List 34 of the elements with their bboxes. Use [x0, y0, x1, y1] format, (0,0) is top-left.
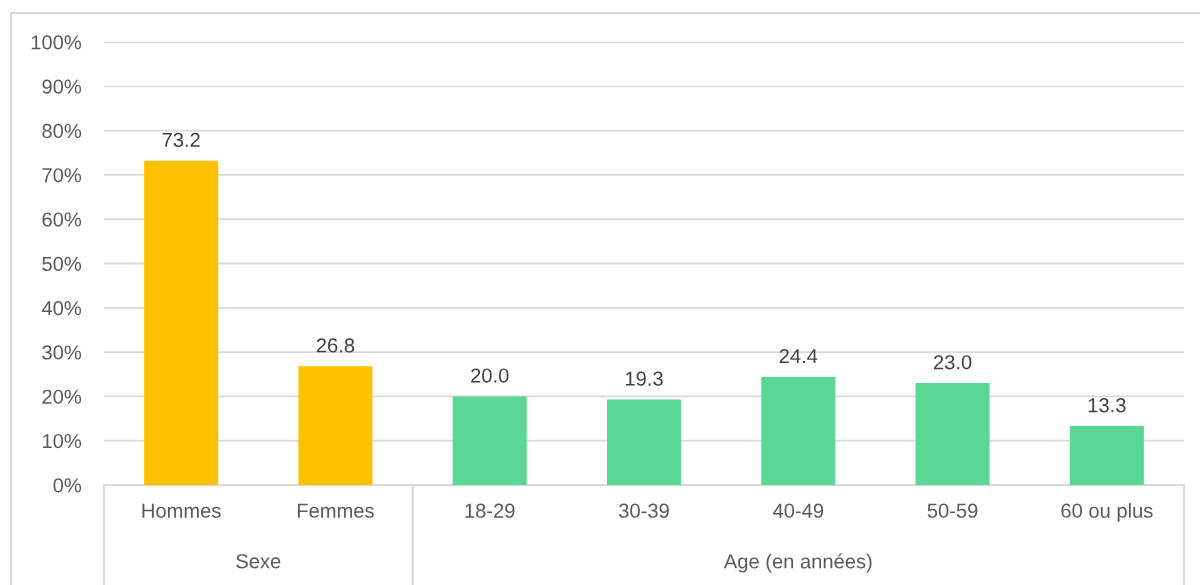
bar — [606, 399, 682, 485]
bar — [452, 396, 527, 485]
x-tick-label: 30-39 — [619, 503, 669, 518]
text: Age (en années) — [723, 553, 872, 573]
y-tick-label: 50% — [42, 256, 82, 271]
data-label: 23.0 — [933, 355, 972, 370]
data-label: 24.4 — [779, 348, 818, 364]
y-tick-label: 10% — [43, 433, 82, 449]
y-tick-label: 20% — [42, 389, 82, 404]
y-tick-label: 40% — [41, 301, 82, 316]
data-label: 13.3 — [1088, 398, 1126, 413]
y-tick-label: 70% — [42, 168, 82, 183]
data-label: 19.3 — [625, 371, 663, 386]
text: Sexe — [236, 554, 281, 569]
y-tick-label: 60% — [42, 212, 82, 227]
data-label: 26.8 — [316, 338, 355, 353]
data-label: 73.2 — [162, 132, 200, 148]
bar — [915, 383, 990, 485]
x-tick-label: Hommes — [142, 503, 221, 518]
y-tick-label: 0% — [53, 478, 82, 493]
data-label: 20.0 — [471, 368, 509, 383]
bar — [1069, 426, 1144, 485]
y-tick-label: 30% — [42, 345, 82, 360]
bar — [298, 366, 373, 485]
x-tick-label: 40-49 — [773, 503, 824, 518]
bar — [144, 160, 219, 485]
x-tick-label: 50-59 — [927, 503, 978, 518]
x-tick-label: 60 ou plus — [1061, 503, 1153, 522]
y-tick-label: 90% — [42, 79, 82, 94]
bar — [761, 376, 836, 485]
x-tick-label: 18-29 — [465, 503, 515, 518]
y-tick-label: 100% — [31, 35, 82, 50]
y-tick-label: 80% — [42, 123, 82, 139]
x-tick-label: Femmes — [297, 503, 374, 518]
